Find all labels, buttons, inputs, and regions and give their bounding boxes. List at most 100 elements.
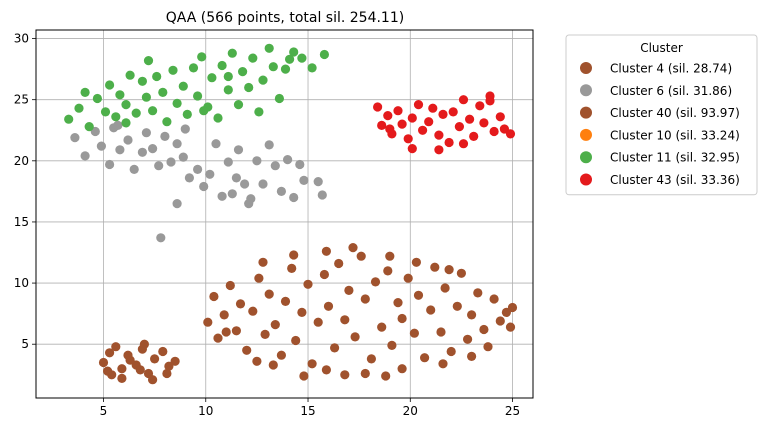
data-point	[330, 343, 340, 353]
data-point	[178, 81, 188, 91]
data-point	[92, 93, 102, 104]
data-point	[233, 100, 244, 110]
data-point	[274, 93, 284, 104]
data-point	[105, 159, 115, 170]
data-point	[172, 199, 182, 209]
data-point	[381, 371, 391, 381]
data-point	[295, 159, 305, 170]
data-point	[254, 107, 264, 117]
x-tick-label: 25	[505, 404, 520, 418]
data-point	[323, 301, 334, 311]
data-point	[158, 346, 168, 357]
data-point	[213, 333, 223, 343]
y-tick-label: 10	[14, 276, 29, 290]
data-point	[289, 192, 299, 203]
data-point	[418, 125, 428, 135]
y-tick-label: 25	[14, 93, 29, 107]
data-point	[387, 340, 397, 350]
data-point	[438, 109, 448, 119]
data-point	[125, 70, 135, 80]
data-point	[270, 320, 280, 330]
data-point	[111, 342, 121, 352]
data-point	[397, 119, 407, 129]
data-point	[291, 335, 301, 346]
data-point	[485, 91, 495, 101]
data-point	[403, 134, 413, 144]
data-point	[182, 109, 192, 119]
data-point	[467, 351, 477, 361]
data-point	[221, 327, 231, 337]
legend: Cluster Cluster 4 (sil. 28.74) Cluster 6 …	[565, 34, 758, 196]
data-point	[317, 190, 327, 200]
data-point	[411, 257, 421, 267]
data-point	[137, 147, 147, 157]
data-point	[479, 324, 489, 335]
data-point	[121, 118, 131, 128]
data-point	[321, 246, 331, 256]
data-point	[117, 373, 127, 383]
data-point	[244, 199, 254, 209]
data-point	[148, 375, 158, 385]
data-point	[172, 139, 182, 149]
data-point	[148, 144, 158, 154]
data-point	[264, 289, 274, 299]
data-point	[276, 186, 286, 196]
data-point	[223, 85, 233, 95]
data-point	[409, 328, 419, 338]
data-point	[299, 175, 309, 185]
data-point	[499, 124, 509, 134]
data-point	[248, 306, 258, 316]
data-point	[80, 87, 90, 97]
data-point	[289, 47, 299, 57]
y-tick-label: 30	[14, 32, 29, 46]
data-point	[168, 65, 178, 75]
x-tick-label: 15	[300, 404, 315, 418]
data-point	[507, 302, 518, 313]
data-point	[434, 130, 444, 140]
data-point	[268, 360, 278, 370]
data-point	[219, 310, 229, 320]
data-point	[393, 298, 403, 308]
data-point	[334, 258, 344, 269]
data-point	[193, 164, 203, 174]
data-point	[70, 133, 80, 143]
data-point	[473, 288, 483, 298]
data-point	[135, 365, 145, 375]
data-point	[199, 106, 209, 116]
data-point	[141, 92, 151, 102]
data-point	[283, 155, 293, 165]
data-point	[242, 345, 252, 355]
data-point	[188, 63, 199, 73]
data-point	[211, 139, 221, 149]
data-point	[115, 145, 125, 155]
data-point	[84, 122, 94, 132]
data-point	[233, 145, 244, 155]
data-point	[397, 313, 407, 324]
legend-title: Cluster	[640, 41, 683, 55]
data-point	[115, 90, 125, 100]
data-point	[377, 120, 387, 130]
data-point	[420, 353, 430, 363]
data-point	[356, 251, 366, 261]
data-point	[428, 103, 438, 113]
y-tick-label: 5	[21, 337, 29, 351]
data-point	[501, 307, 511, 317]
legend-marker	[580, 84, 592, 97]
data-point	[162, 117, 172, 127]
data-point	[231, 326, 241, 336]
data-point	[258, 75, 268, 85]
data-point	[170, 356, 180, 366]
data-point	[444, 137, 454, 148]
data-point	[111, 112, 121, 122]
data-point	[238, 67, 248, 77]
legend-label: Cluster 40 (sil. 93.97)	[610, 106, 740, 120]
data-point	[103, 366, 113, 376]
data-point	[383, 111, 393, 121]
data-point	[160, 131, 170, 141]
data-point	[113, 120, 123, 130]
axis-ticks: 5 10 15 20 25 5 10 15 20 25 30	[14, 32, 520, 418]
data-point	[463, 334, 473, 344]
data-point	[158, 87, 168, 97]
data-point	[319, 269, 329, 280]
